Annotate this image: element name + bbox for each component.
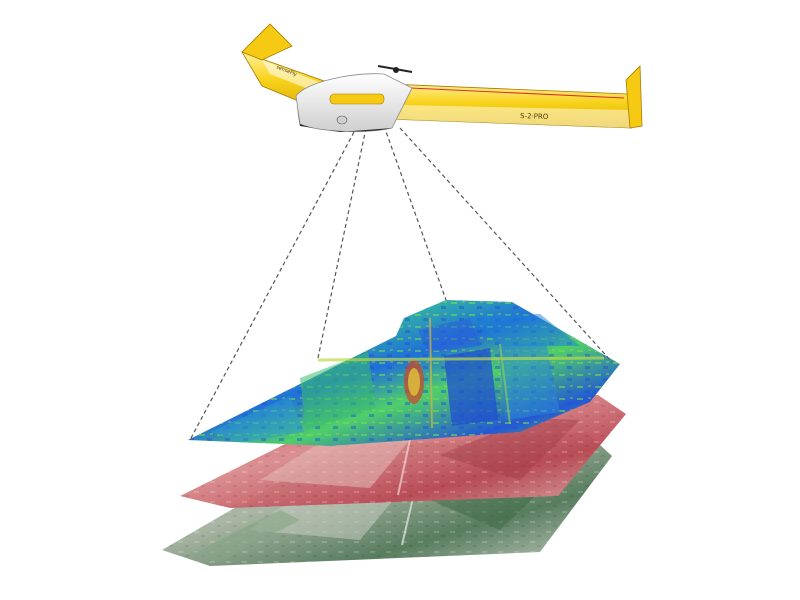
footprint-line-2 [317, 127, 367, 359]
sensor-footprint-lines [189, 125, 613, 441]
footprint-line-4 [399, 127, 613, 363]
footprint-line-3 [383, 125, 447, 301]
fixed-wing-drone: S-2·PRO senseFly [241, 23, 643, 132]
ndvi-map-layer [188, 300, 620, 446]
footprint-line-1 [189, 131, 355, 441]
wing-text: S-2·PRO [520, 112, 549, 121]
